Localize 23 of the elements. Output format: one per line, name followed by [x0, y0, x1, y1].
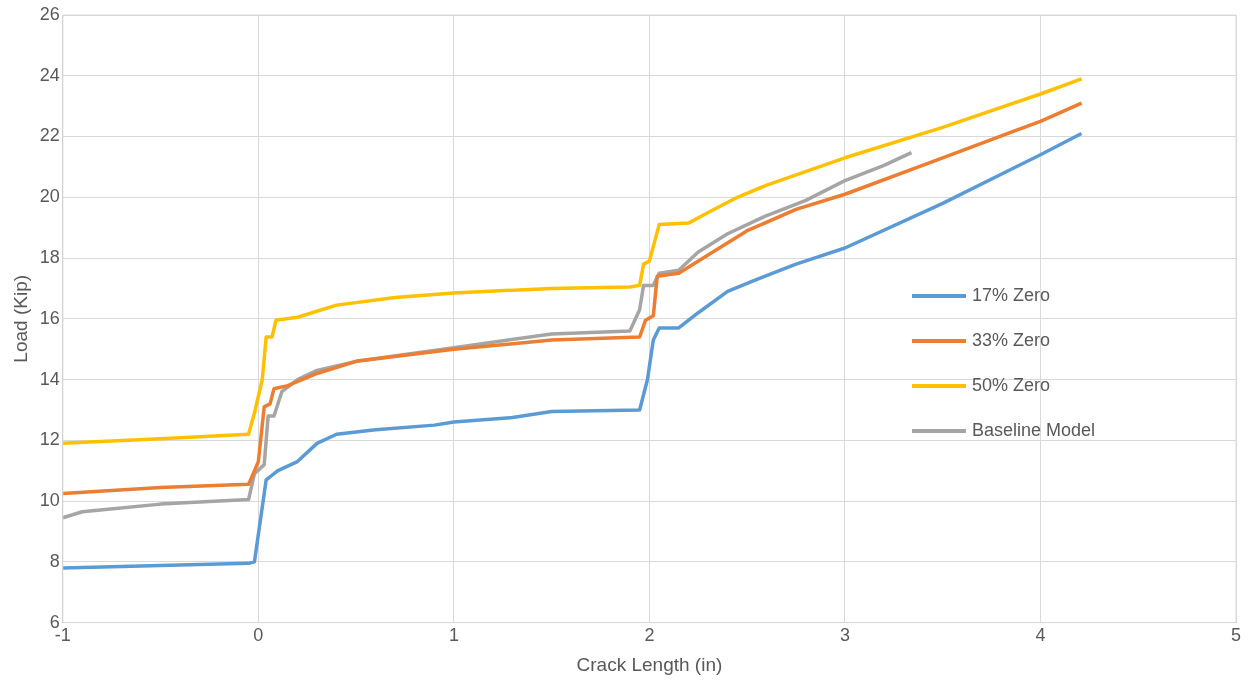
legend-label: 50% Zero: [972, 375, 1051, 396]
y-tick-label: 8: [49, 550, 60, 571]
x-axis-title: Crack Length (in): [576, 653, 723, 675]
legend-label: Baseline Model: [972, 420, 1096, 441]
x-tick-label: 5: [1230, 625, 1242, 646]
y-tick-label: 20: [39, 186, 60, 207]
y-axis-title: Load (Kip): [9, 274, 31, 363]
y-tick-label: 18: [39, 247, 60, 268]
y-tick-label: 24: [39, 64, 60, 85]
y-tick-label: 12: [39, 429, 60, 450]
x-tick-label: 2: [644, 625, 655, 646]
y-tick-label: 22: [39, 125, 60, 146]
x-tick-label: 3: [839, 625, 850, 646]
x-tick-label: 1: [448, 625, 459, 646]
y-tick-label: 6: [49, 611, 60, 632]
legend-label: 17% Zero: [972, 285, 1051, 306]
x-tick-label: 4: [1035, 625, 1046, 646]
y-tick-label: 10: [39, 490, 60, 511]
y-tick-label: 16: [39, 307, 60, 328]
x-tick-label: 0: [253, 625, 264, 646]
y-tick-label: 14: [39, 368, 60, 389]
y-tick-label: 26: [39, 3, 60, 24]
legend-label: 33% Zero: [972, 330, 1051, 351]
